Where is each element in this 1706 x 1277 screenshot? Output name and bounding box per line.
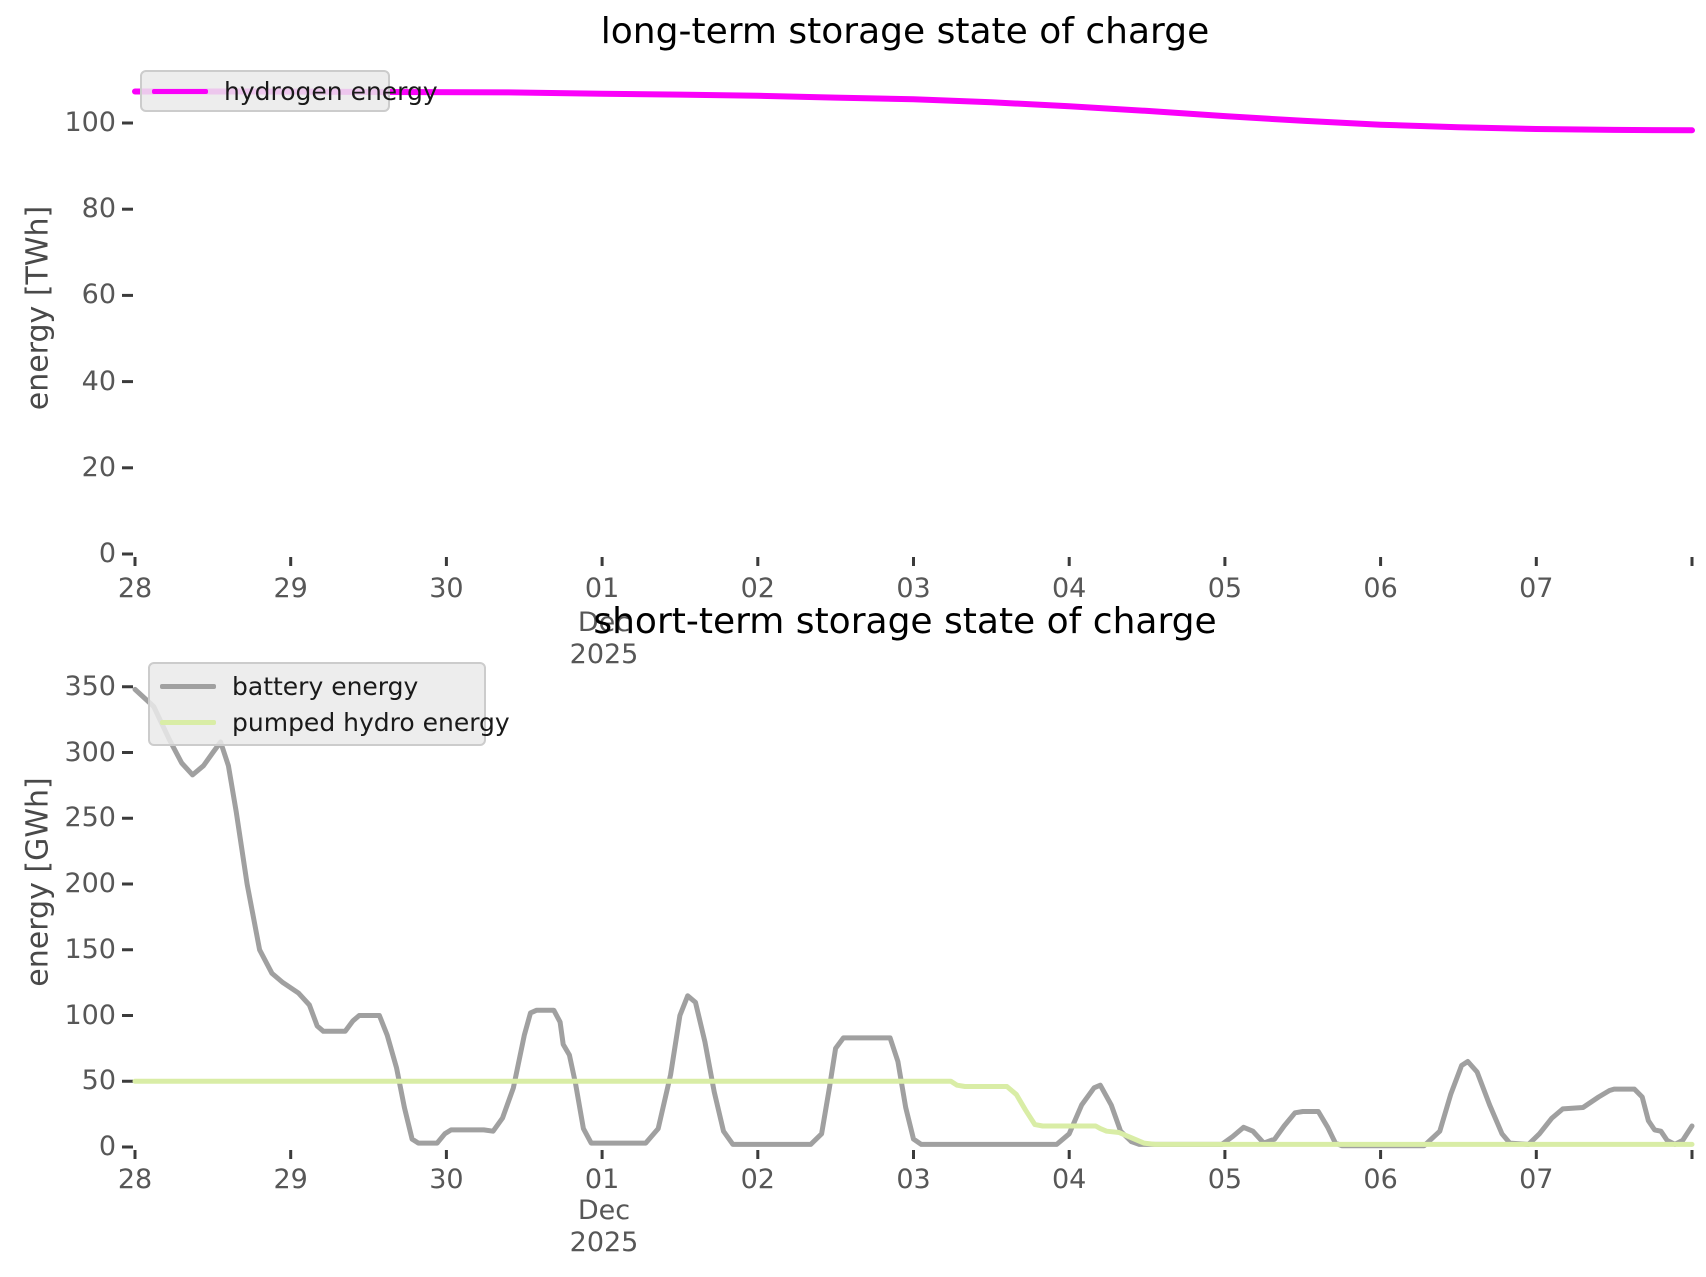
y-tick-label: 100 bbox=[64, 999, 116, 1031]
hydrogen-line-sample bbox=[152, 88, 208, 94]
x-tick-label: 02 bbox=[740, 1164, 775, 1195]
bottom-chart-legend: battery energy pumped hydro energy bbox=[148, 662, 510, 746]
pumped-hydro-energy-line bbox=[132, 1078, 1695, 1147]
y-tick-label: 250 bbox=[64, 802, 116, 834]
y-tick-label: 60 bbox=[81, 279, 116, 311]
legend-label: hydrogen energy bbox=[224, 76, 438, 106]
bottom-y-axis-label: energy [GWh] bbox=[20, 777, 56, 987]
legend-item-hydrogen: hydrogen energy bbox=[152, 76, 438, 106]
bottom-year-label: 2025 bbox=[569, 1227, 639, 1258]
battery-line-sample bbox=[160, 683, 216, 689]
x-tick-label: 07 bbox=[1519, 1164, 1554, 1195]
legend-item-pumped-hydro: pumped hydro energy bbox=[160, 704, 510, 740]
y-tick-label: 20 bbox=[81, 451, 116, 483]
y-tick-label: 300 bbox=[64, 736, 116, 768]
legend-label: battery energy bbox=[232, 671, 419, 701]
x-tick-label: 06 bbox=[1363, 1164, 1398, 1195]
y-tick-label: 50 bbox=[81, 1065, 116, 1097]
x-tick-label: 04 bbox=[1052, 1164, 1087, 1195]
pumped-hydro-line-sample bbox=[160, 719, 216, 725]
top-y-axis-label: energy [TWh] bbox=[20, 205, 56, 411]
x-tick-label: 02 bbox=[740, 573, 775, 604]
y-tick-label: 350 bbox=[64, 670, 116, 702]
x-tick-label: 01 bbox=[584, 1164, 620, 1195]
y-tick-label: 80 bbox=[81, 193, 116, 225]
x-tick-label: 03 bbox=[896, 1164, 931, 1195]
y-tick-label: 0 bbox=[98, 538, 116, 569]
x-tick-label: 29 bbox=[273, 1164, 308, 1195]
battery-energy-line bbox=[132, 686, 1695, 1149]
y-tick-label: 150 bbox=[64, 933, 116, 965]
bottom-month-label: Dec bbox=[577, 1195, 631, 1226]
legend-label: pumped hydro energy bbox=[232, 707, 510, 737]
x-tick-label: 01 bbox=[584, 573, 620, 604]
x-tick-label: 29 bbox=[273, 573, 308, 604]
x-tick-label: 05 bbox=[1207, 573, 1243, 604]
top-chart-legend: hydrogen energy bbox=[140, 70, 438, 112]
x-tick-label: 28 bbox=[117, 1164, 153, 1195]
y-tick-label: 0 bbox=[98, 1131, 116, 1162]
top-chart-title: long-term storage state of charge bbox=[600, 11, 1210, 52]
legend-item-battery: battery energy bbox=[160, 668, 474, 704]
y-tick-label: 100 bbox=[64, 107, 116, 138]
hydrogen-energy-line bbox=[132, 88, 1695, 134]
top-year-label: 2025 bbox=[569, 639, 639, 670]
y-tick-label: 40 bbox=[81, 365, 116, 397]
x-tick-label: 28 bbox=[117, 573, 153, 604]
x-tick-label: 05 bbox=[1207, 1164, 1243, 1195]
y-tick-label: 200 bbox=[64, 868, 116, 899]
x-tick-label: 07 bbox=[1519, 573, 1554, 604]
x-tick-label: 30 bbox=[429, 573, 464, 604]
x-tick-label: 06 bbox=[1363, 573, 1398, 604]
x-tick-label: 03 bbox=[896, 573, 931, 604]
top-month-label: Dec bbox=[577, 607, 631, 638]
x-tick-label: 04 bbox=[1052, 573, 1087, 604]
bottom-chart-title: short-term storage state of charge bbox=[593, 601, 1217, 642]
x-tick-label: 30 bbox=[429, 1164, 464, 1195]
